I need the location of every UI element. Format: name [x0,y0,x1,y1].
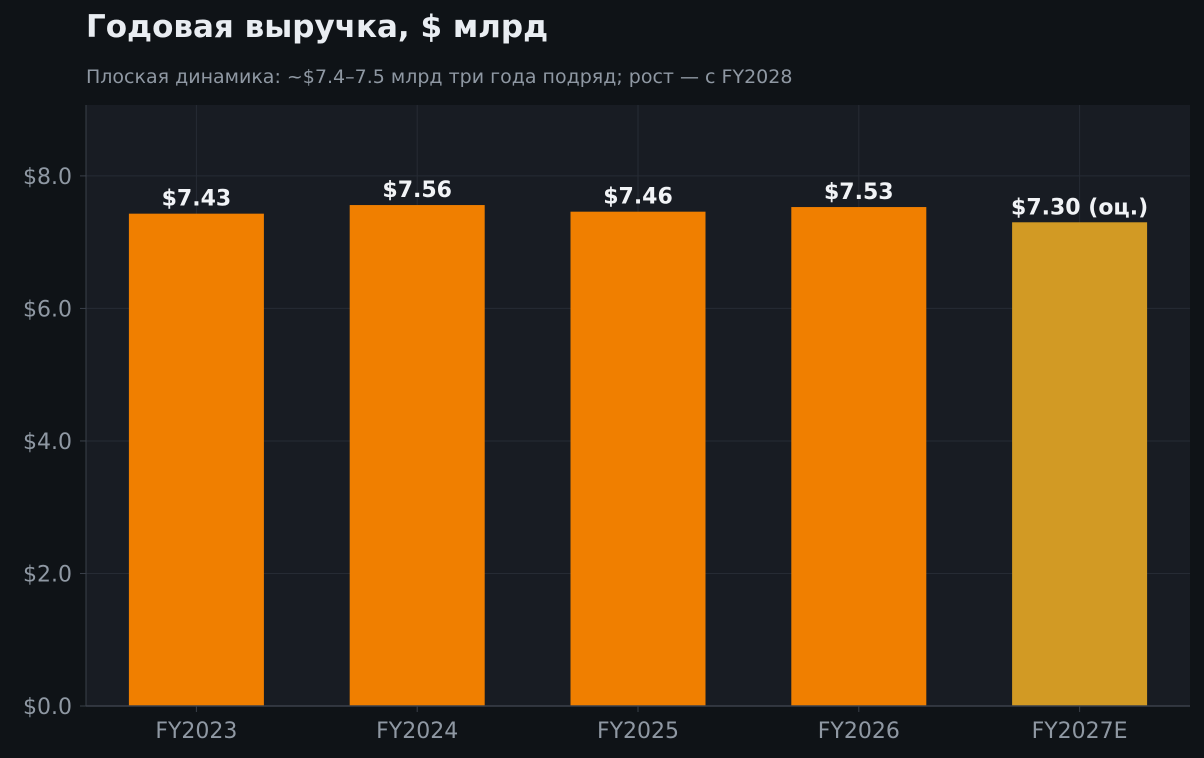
x-tick-label-fy2025: FY2025 [597,719,679,744]
x-tick-label-fy2024: FY2024 [376,719,458,744]
bar-fy2023 [128,213,264,706]
y-tick-label: $2.0 [23,562,72,587]
data-label-fy2027e: $7.30 (оц.) [1011,195,1148,220]
y-tick-label: $6.0 [23,297,72,322]
bar-fy2025 [570,211,706,706]
data-label-fy2025: $7.46 [603,185,673,210]
data-label-fy2023: $7.43 [162,187,232,212]
x-tick-label-fy2026: FY2026 [818,719,900,744]
data-label-fy2024: $7.56 [382,178,452,203]
chart-subtitle: Плоская динамика: ~$7.4–7.5 млрд три год… [86,66,793,88]
bar-fy2026 [791,207,927,706]
y-tick-label: $0.0 [23,695,72,720]
y-tick-label: $4.0 [23,430,72,455]
y-tick-label: $8.0 [23,165,72,190]
x-tick-label-fy2023: FY2023 [155,719,237,744]
data-label-fy2026: $7.53 [824,180,894,205]
chart-title: Годовая выручка, $ млрд [86,9,549,45]
bar-fy2024 [349,205,485,707]
x-tick-label-fy2027e: FY2027E [1032,719,1128,744]
bar-fy2027e [1012,222,1148,706]
